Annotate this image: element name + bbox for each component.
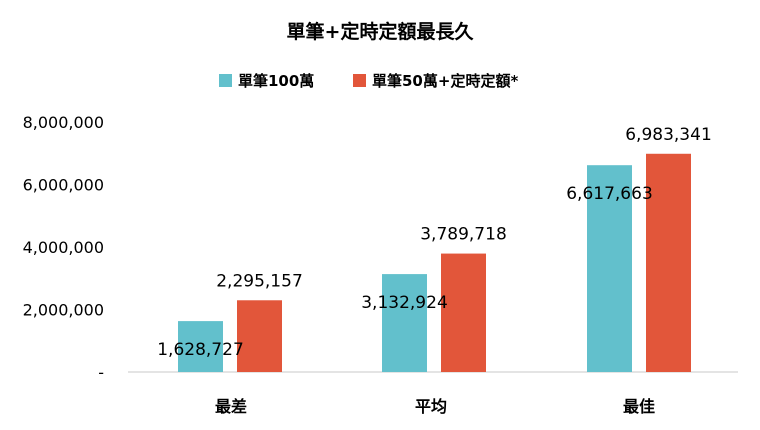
- data-labels: 1,628,727 3,132,924 6,617,663 2,295,157 3,78…: [157, 125, 712, 360]
- data-label: 6,983,341: [625, 125, 712, 145]
- x-tick-label: 最佳: [623, 397, 655, 416]
- bar-series2-1: [237, 300, 282, 372]
- legend-label-2: 單筆50萬+定時定額*: [372, 72, 518, 90]
- y-tick-label: 2,000,000: [23, 301, 104, 320]
- data-label: 2,295,157: [216, 271, 303, 291]
- chart-title: 單筆+定時定額最長久: [287, 20, 475, 43]
- y-tick-label: 4,000,000: [23, 238, 104, 257]
- y-tick-label: 8,000,000: [23, 113, 104, 132]
- bar-series1-3: [587, 165, 632, 372]
- bar-series2-3: [646, 153, 691, 372]
- bar-series1-2: [382, 274, 427, 372]
- bar-series1-1: [178, 321, 223, 372]
- data-label: 3,132,924: [361, 293, 448, 313]
- data-label: 1,628,727: [157, 340, 244, 360]
- x-axis-categories: 最差 平均 最佳: [215, 397, 655, 416]
- y-axis: - 2,000,000 4,000,000 6,000,000 8,000,000: [23, 113, 104, 382]
- x-tick-label: 最差: [215, 397, 247, 416]
- legend: 單筆100萬 單筆50萬+定時定額*: [219, 72, 518, 90]
- legend-label-1: 單筆100萬: [238, 72, 314, 90]
- bar-series2-2: [441, 253, 486, 372]
- data-label: 3,789,718: [420, 225, 507, 245]
- data-label: 6,617,663: [566, 184, 653, 204]
- legend-swatch-1: [219, 74, 232, 87]
- y-tick-label: 6,000,000: [23, 176, 104, 195]
- x-tick-label: 平均: [415, 397, 447, 416]
- bars: [178, 153, 691, 372]
- legend-swatch-2: [353, 74, 366, 87]
- y-tick-label: -: [98, 363, 104, 382]
